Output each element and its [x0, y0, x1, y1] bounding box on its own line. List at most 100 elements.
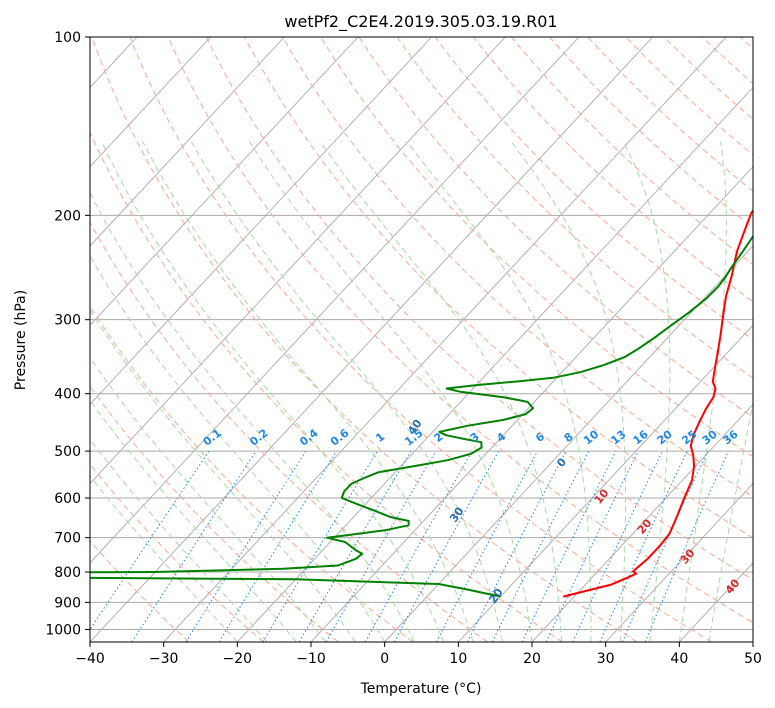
mixing-ratio-label: 8 — [562, 430, 576, 445]
moist-adiabat-line — [90, 309, 356, 642]
isotherm-line — [679, 562, 753, 642]
dry-adiabat-line — [90, 131, 563, 642]
mixing-ratio-line — [621, 450, 709, 642]
y-tick-label: 700 — [54, 531, 81, 547]
dry-adiabat-line — [205, 37, 753, 581]
dry-adiabat-line — [90, 221, 488, 642]
x-tick-label: 40 — [670, 651, 688, 667]
y-axis: 100 200 300 400 500 600 700 800 900 1000 — [45, 30, 90, 638]
x-tick-label: 10 — [449, 651, 467, 667]
mixing-ratio-line — [218, 450, 338, 642]
y-tick-label: 800 — [54, 565, 81, 581]
dewpoint-profile-line — [90, 234, 753, 598]
isotherm-line — [458, 324, 753, 642]
isotherm-line — [605, 482, 753, 642]
y-axis-label: Pressure (hPa) — [13, 290, 29, 390]
y-tick-label: 900 — [54, 595, 81, 611]
mixing-ratio-label: 30 — [700, 427, 720, 447]
mixing-ratio-label: 16 — [631, 427, 651, 447]
isotherm-line — [163, 37, 727, 642]
x-tick-label: 50 — [744, 651, 762, 667]
dry-adiabat-line — [90, 463, 264, 642]
dry-adiabat-line — [396, 37, 753, 379]
x-tick-label: −40 — [75, 651, 105, 667]
mixing-ratio-label: 2 — [432, 430, 446, 445]
x-tick-label: 0 — [380, 651, 389, 667]
moist-adiabat-line — [510, 140, 627, 642]
moist-adiabat-label: 0 — [554, 455, 569, 469]
profile-series — [90, 209, 753, 598]
moist-adiabat-label: 10 — [592, 486, 612, 506]
temperature-profile-line — [562, 209, 753, 598]
isotherm-line — [90, 37, 432, 406]
dry-adiabat-line — [473, 37, 753, 303]
dry-adiabats — [90, 37, 753, 642]
mixing-ratio-label: 6 — [533, 430, 547, 445]
mixing-ratio-line — [435, 450, 538, 642]
x-tick-label: −20 — [223, 651, 253, 667]
isotherm-line — [384, 245, 753, 642]
moist-adiabat-label: 30 — [678, 546, 698, 566]
dry-adiabat-line — [740, 37, 753, 50]
moist-adiabat-line — [248, 141, 533, 642]
moist-adiabat-line — [708, 399, 753, 642]
mixing-ratio-line — [491, 450, 590, 642]
x-tick-label: −10 — [296, 651, 326, 667]
plot-frame — [89, 36, 754, 643]
dry-adiabat-line — [129, 37, 712, 642]
y-tick-label: 300 — [54, 313, 81, 329]
moist-adiabat-line — [190, 141, 503, 642]
dry-adiabat-line — [701, 37, 753, 85]
dry-adiabat-line — [434, 37, 753, 341]
isotherm-line — [237, 86, 753, 642]
moist-adiabat-line — [90, 255, 386, 642]
moist-adiabat-line — [90, 356, 327, 642]
dry-adiabat-line — [244, 37, 753, 539]
moist-adiabat-line — [90, 191, 415, 642]
moist-adiabat-line — [406, 140, 592, 642]
dry-adiabat-line — [282, 37, 753, 498]
mixing-ratio-line — [185, 450, 307, 642]
moist-adiabat-line — [90, 399, 297, 642]
x-axis: −40 −30 −20 −10 0 10 20 30 40 50 — [75, 642, 762, 667]
mixing-ratio-label: 0.6 — [328, 426, 352, 448]
isotherm-line — [0, 37, 63, 642]
dry-adiabat-line — [90, 540, 190, 642]
mixing-ratio-label: 13 — [608, 428, 628, 448]
dry-adiabat-line — [549, 37, 753, 229]
mixing-ratio-line — [644, 450, 729, 642]
dry-adiabat-label: 30 — [447, 504, 467, 524]
isotherm-line — [752, 641, 753, 642]
mixing-ratio-label: 10 — [581, 427, 601, 447]
x-tick-label: 30 — [597, 651, 615, 667]
chart-title: wetPf2_C2E4.2019.305.03.19.R01 — [284, 12, 557, 32]
moist-adiabat-label: 40 — [723, 576, 743, 596]
dry-adiabat-line — [90, 305, 414, 642]
isotherm-line — [90, 37, 506, 485]
mixing-ratio-line — [572, 450, 663, 642]
moist-adiabats — [90, 140, 753, 642]
y-tick-label: 600 — [54, 491, 81, 507]
dry-adiabat-line — [90, 385, 339, 642]
y-tick-label: 100 — [54, 30, 81, 46]
isotherm-line — [310, 166, 753, 642]
isotherm-line — [90, 37, 285, 247]
mixing-ratio-label: 36 — [720, 427, 740, 447]
isotherm-line — [531, 403, 753, 642]
y-tick-label: 1000 — [45, 622, 81, 638]
isobar-gridlines — [90, 37, 753, 630]
isotherm-line — [90, 37, 211, 168]
mixing-ratio-label: 0.2 — [247, 426, 270, 448]
y-tick-label: 500 — [54, 444, 81, 460]
mixing-ratio-label: 0.4 — [297, 426, 321, 448]
mixing-ratio-label: 20 — [655, 427, 675, 447]
isotherm-gridlines — [0, 37, 753, 642]
mixing-ratio-line — [599, 450, 688, 642]
moist-adiabat-line — [622, 141, 671, 642]
mixing-ratio-line — [393, 450, 500, 642]
isotherm-line — [90, 37, 359, 326]
x-tick-label: 20 — [523, 651, 541, 667]
isotherm-line — [90, 37, 653, 642]
